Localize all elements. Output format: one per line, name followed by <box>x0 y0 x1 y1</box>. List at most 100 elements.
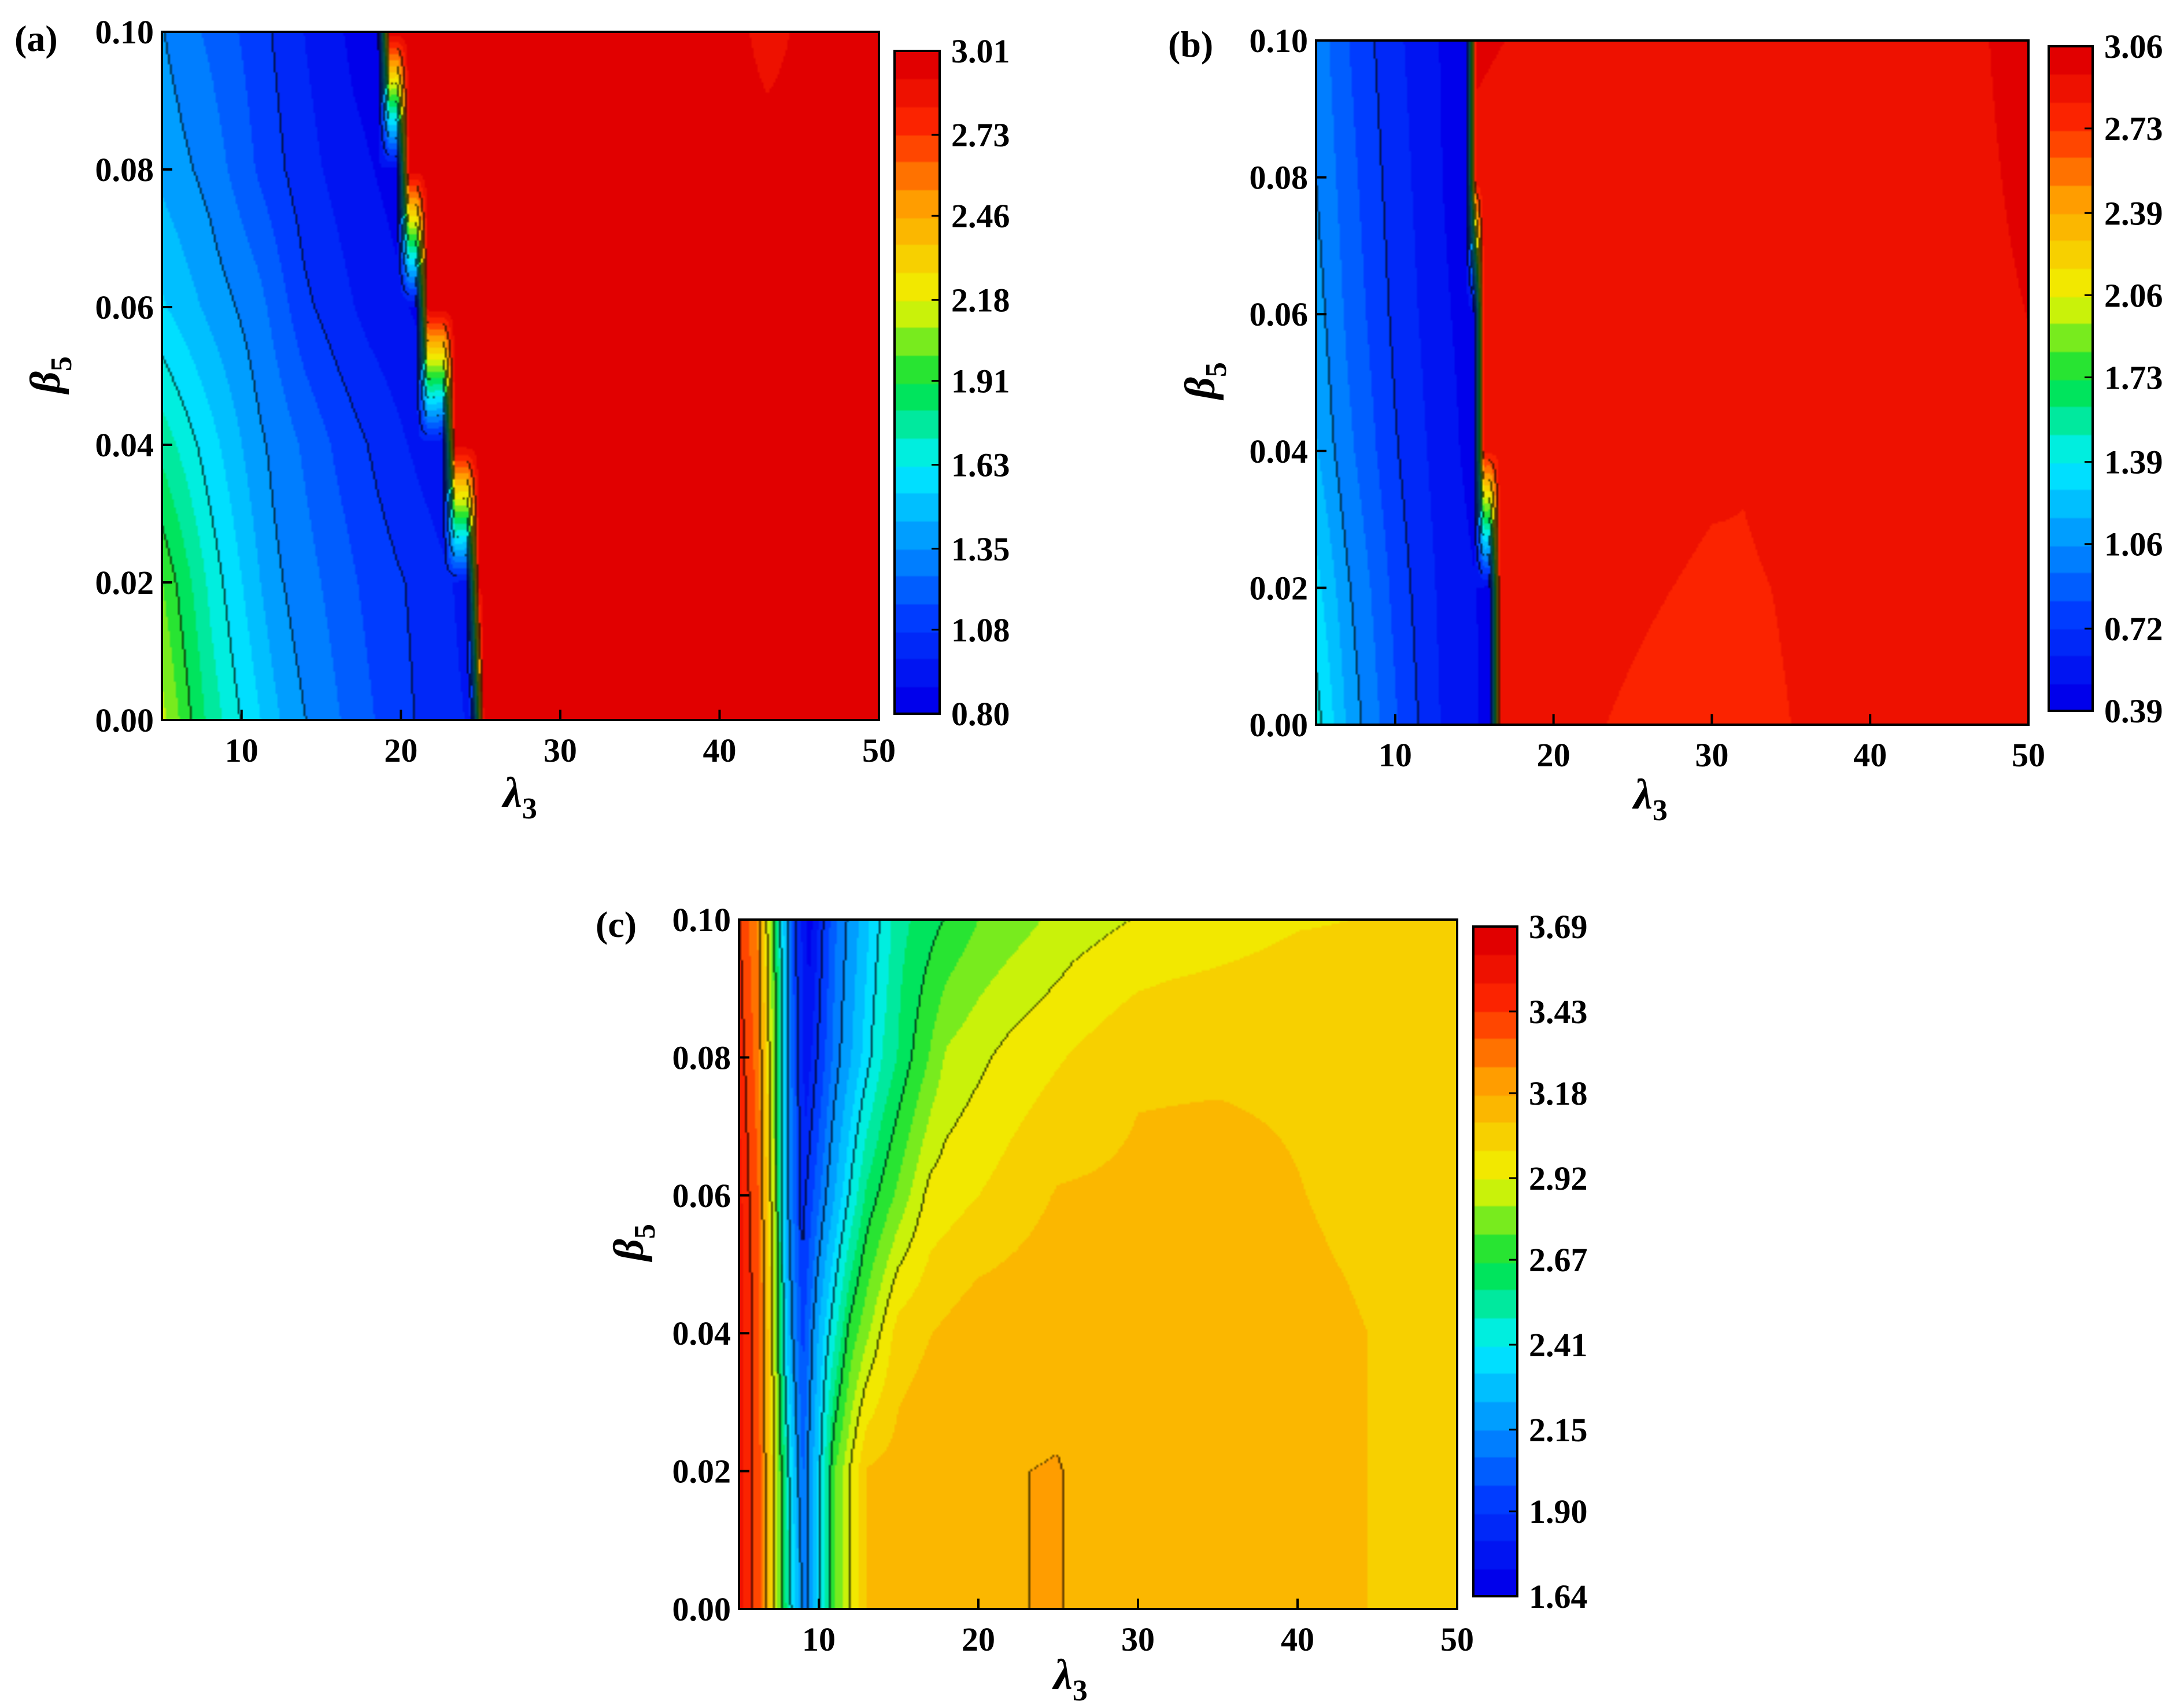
colorbar-ticks: 3.06 2.73 2.39 2.06 1.73 1.39 1.06 0.72 0.39 <box>2085 28 2163 730</box>
colorbar-frame <box>1472 925 1518 1597</box>
colorbar-tick-label: 3.69 <box>1529 908 1588 946</box>
heatmap-surface <box>162 32 879 720</box>
colorbar-tick-label: 1.06 <box>2104 526 2163 563</box>
x-axis-subscript: 3 <box>522 792 537 825</box>
y-axis-symbol: β <box>1177 377 1224 401</box>
x-tick-label: 30 <box>1121 1621 1155 1658</box>
x-axis-symbol: λ <box>1052 1651 1073 1699</box>
colorbar-tick-label: 2.46 <box>951 197 1010 235</box>
x-tick-label: 40 <box>1853 736 1887 774</box>
y-axis-subscript: 5 <box>1200 362 1233 377</box>
y-tick-label: 0.08 <box>672 1039 731 1076</box>
colorbar-tick-label: 2.73 <box>2104 110 2163 147</box>
colorbar-tick-label: 1.35 <box>951 530 1010 568</box>
y-tick-label: 0.10 <box>672 901 731 939</box>
x-tick-label: 20 <box>384 732 417 769</box>
x-tick-label: 40 <box>703 732 736 769</box>
x-axis-symbol: λ <box>1632 771 1653 818</box>
colorbar-tick-label: 3.43 <box>1529 993 1588 1031</box>
colorbar-frame <box>893 50 941 715</box>
colorbar-tick-label: 3.18 <box>1529 1075 1588 1112</box>
x-tick-label: 30 <box>1695 736 1728 774</box>
colorbar-tick-label: 2.39 <box>2104 194 2163 232</box>
colorbar-tick-label: 1.90 <box>1529 1493 1588 1530</box>
plot-frame <box>161 31 880 721</box>
plot-frame <box>738 918 1458 1610</box>
x-tick-label: 50 <box>1440 1621 1474 1658</box>
colorbar-tick-label: 1.91 <box>951 362 1010 400</box>
y-axis-ticks: 0.00 0.02 0.04 0.06 0.08 0.10 <box>1250 22 1326 744</box>
y-tick-label: 0.02 <box>95 564 154 601</box>
y-tick-label: 0.06 <box>672 1177 731 1215</box>
y-axis-symbol: β <box>605 1239 653 1263</box>
y-tick-label: 0.00 <box>672 1590 731 1628</box>
y-tick-label: 0.02 <box>672 1453 731 1490</box>
colorbar <box>895 51 940 714</box>
panel-a: (a) 10 20 30 40 50 0.000.020.040.060.080.10 … <box>14 13 1010 825</box>
panel-label: (a) <box>14 18 58 59</box>
y-tick-label: 0.04 <box>1250 433 1309 470</box>
y-tick-label: 0.06 <box>1250 296 1309 333</box>
plot-frame <box>1315 39 2030 726</box>
y-tick-label: 0.10 <box>95 13 154 51</box>
panel-label: (b) <box>1168 24 1213 65</box>
colorbar <box>2049 46 2093 711</box>
x-axis-title: λ3 <box>1632 771 1668 827</box>
y-axis-title: β5 <box>1177 362 1233 401</box>
colorbar-ticks: 3.01 2.73 2.46 2.18 1.91 1.63 1.35 1.08 0.80 <box>932 32 1010 733</box>
y-tick-label: 0.00 <box>95 702 154 739</box>
colorbar-tick-label: 0.72 <box>2104 610 2163 648</box>
y-axis-subscript: 5 <box>629 1224 662 1239</box>
y-axis-ticks: 0.00 0.02 0.04 0.06 0.08 0.10 <box>672 901 749 1628</box>
colorbar-tick-label: 0.80 <box>951 695 1010 733</box>
x-axis-ticks: 10 20 30 40 50 <box>225 710 896 769</box>
x-tick-label: 50 <box>2012 736 2045 774</box>
panel-b: (b) 10 20 30 40 50 0.000.020.040.060.080.10 … <box>1168 22 2163 827</box>
y-axis-ticks: 0.00 0.02 0.04 0.06 0.08 0.10 <box>95 13 172 739</box>
colorbar-tick-label: 1.73 <box>2104 359 2163 396</box>
colorbar-tick-label: 3.01 <box>951 32 1010 70</box>
y-axis-title: β5 <box>605 1224 662 1263</box>
y-tick-label: 0.04 <box>672 1315 731 1352</box>
x-tick-label: 20 <box>1537 736 1570 774</box>
x-axis-title: λ3 <box>1052 1651 1088 1705</box>
x-tick-label: 30 <box>544 732 577 769</box>
x-tick-label: 10 <box>802 1621 836 1658</box>
colorbar-tick-label: 2.06 <box>2104 276 2163 314</box>
y-tick-label: 0.06 <box>95 289 154 326</box>
y-tick-label: 0.04 <box>95 426 154 464</box>
colorbar-tick-label: 3.06 <box>2104 28 2163 65</box>
x-axis-symbol: λ <box>501 769 522 817</box>
colorbar-tick-label: 1.63 <box>951 446 1010 484</box>
colorbar <box>1473 927 1517 1596</box>
colorbar-frame <box>2048 45 2094 712</box>
y-axis-symbol: β <box>22 371 69 395</box>
x-axis-ticks: 10 20 30 40 50 <box>1379 714 2045 774</box>
x-tick-label: 10 <box>225 732 258 769</box>
x-tick-label: 40 <box>1281 1621 1314 1658</box>
y-tick-label: 0.02 <box>1250 569 1309 607</box>
colorbar-tick-label: 1.64 <box>1529 1578 1588 1615</box>
colorbar-tick-label: 2.92 <box>1529 1160 1588 1197</box>
heatmap-surface <box>739 920 1457 1609</box>
colorbar-tick-label: 2.73 <box>951 116 1010 154</box>
colorbar-tick-label: 2.15 <box>1529 1411 1588 1449</box>
colorbar-ticks: 3.69 3.43 3.18 2.92 2.67 2.41 2.15 1.90 1.64 <box>1509 908 1588 1615</box>
y-tick-label: 0.10 <box>1250 22 1309 60</box>
x-tick-label: 50 <box>862 732 896 769</box>
x-axis-ticks: 10 20 30 40 50 <box>802 1599 1474 1658</box>
x-tick-label: 20 <box>962 1621 995 1658</box>
x-axis-title: λ3 <box>501 769 537 825</box>
colorbar-tick-label: 1.39 <box>2104 444 2163 481</box>
y-tick-label: 0.08 <box>1250 159 1309 197</box>
y-axis-title: β5 <box>22 356 78 395</box>
x-axis-subscript: 3 <box>1073 1674 1088 1705</box>
colorbar-tick-label: 2.67 <box>1529 1241 1588 1279</box>
colorbar-tick-label: 1.08 <box>951 611 1010 649</box>
colorbar-tick-label: 2.41 <box>1529 1326 1588 1364</box>
panel-c: (c) 10 20 30 40 50 0.000.020.040.060.080.10 … <box>596 901 1588 1705</box>
x-axis-subscript: 3 <box>1653 794 1668 827</box>
heatmap-surface <box>1316 40 2028 725</box>
colorbar-tick-label: 2.18 <box>951 281 1010 319</box>
